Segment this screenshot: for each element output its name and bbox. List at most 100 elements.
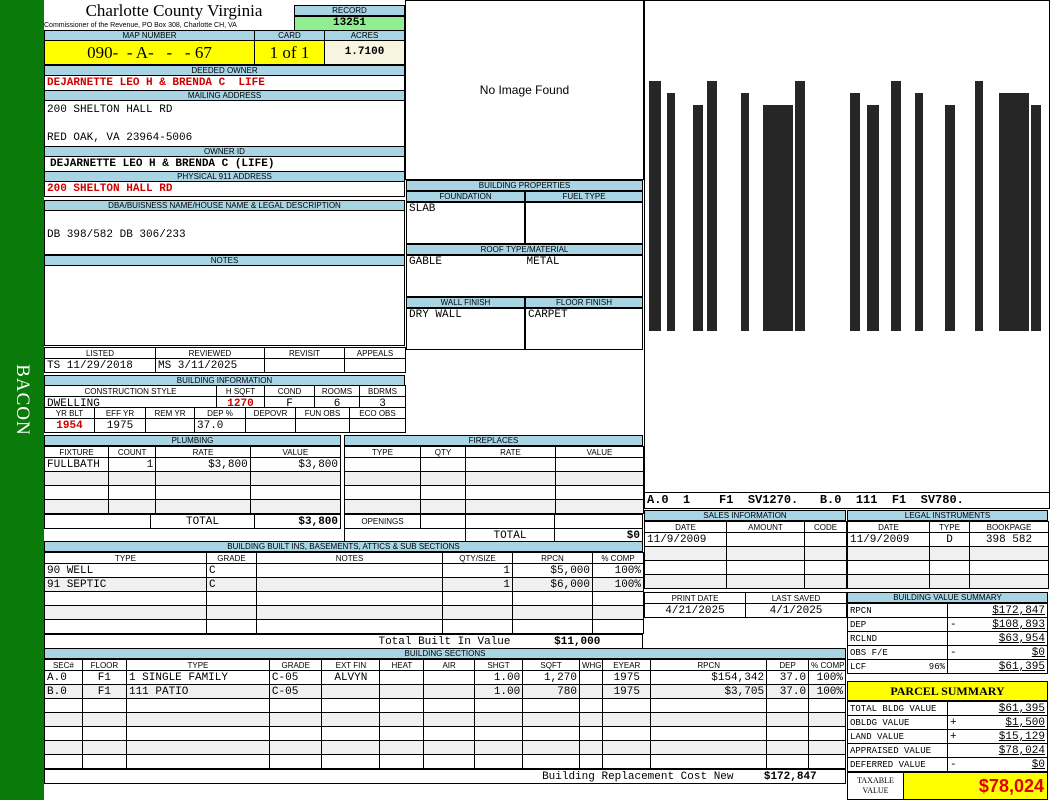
table-cell	[847, 574, 930, 589]
building-properties-title: BUILDING PROPERTIES	[406, 180, 643, 191]
summary-row: DEFERRED VALUE - $0	[847, 757, 1048, 772]
sketch-stroke	[741, 93, 749, 331]
table-row	[644, 574, 847, 589]
table-row: FULLBATH 1 $3,800 $3,800	[43, 457, 342, 472]
table-cell	[43, 471, 110, 486]
column-header: RPCN	[650, 659, 768, 671]
fuel-type-label: FUEL TYPE	[525, 191, 643, 202]
fireplaces-table: TYPE QTY RATE VALUE	[344, 446, 644, 514]
table-cell: 1	[108, 457, 157, 472]
column-header: EFF YR	[94, 407, 146, 419]
column-header: SEC#	[44, 659, 83, 671]
table-cell	[349, 418, 406, 433]
column-header: PRINT DATE	[644, 592, 746, 604]
column-header: BOOKPAGE	[969, 521, 1049, 533]
parcel-summary: PARCEL SUMMARY TOTAL BLDG VALUE $61,395 OB…	[847, 681, 1048, 800]
table-row	[344, 499, 644, 514]
parcel-summary-title: PARCEL SUMMARY	[847, 681, 1048, 701]
column-header: REVIEWED	[155, 347, 265, 359]
table-cell	[295, 418, 350, 433]
built-ins-total-label: Total Built In Value	[44, 634, 513, 649]
table-row	[44, 726, 846, 741]
table-cell	[423, 670, 475, 685]
table-cell	[726, 560, 805, 575]
table-cell	[473, 726, 524, 741]
table-cell	[420, 471, 466, 486]
table-cell	[555, 457, 644, 472]
sketch-stroke	[763, 105, 793, 331]
table-cell	[847, 546, 930, 561]
table-cell	[522, 712, 580, 727]
table-row	[44, 605, 644, 620]
table-cell	[929, 574, 970, 589]
column-header: COUNT	[108, 446, 157, 458]
building-sections-table: SEC# FLOOR TYPE GRADE EXT FIN HEAT AIR SHGT SQFT…	[44, 659, 846, 769]
sidebar: BACON	[0, 0, 44, 800]
column-header: DEPOVR	[245, 407, 296, 419]
table-cell	[808, 726, 846, 741]
table-row	[344, 457, 644, 472]
table-cell	[344, 499, 421, 514]
table-cell	[108, 471, 157, 486]
table-cell: 1,270	[522, 670, 580, 685]
summary-sign: -	[950, 618, 957, 631]
acres-value: 1.7100	[324, 40, 405, 65]
table-cell: A.0	[44, 670, 83, 685]
table-cell: C-05	[268, 670, 323, 685]
table-cell	[644, 546, 727, 561]
table-cell	[522, 698, 580, 713]
table-cell	[155, 485, 251, 500]
table-cell: 37.0	[766, 684, 810, 699]
table-cell	[726, 532, 805, 547]
plumbing-total: $3,800	[254, 514, 341, 529]
table-cell	[804, 574, 847, 589]
table-cell: B.0	[44, 684, 83, 699]
table-cell: 1975	[602, 670, 652, 685]
table-cell	[44, 605, 207, 620]
table-cell: D	[929, 532, 970, 547]
table-row	[847, 574, 1049, 589]
column-header: GRADE	[206, 552, 257, 564]
notes	[44, 265, 405, 346]
built-ins-section: BUILDING BUILT INS, BASEMENTS, ATTICS & …	[44, 541, 644, 649]
table-cell	[808, 754, 846, 769]
summary-row: DEP - $108,893	[847, 617, 1048, 632]
table-cell: $154,342	[650, 670, 768, 685]
table-row	[847, 560, 1049, 575]
table-cell: ALVYN	[321, 670, 381, 685]
summary-value: $172,847	[992, 604, 1045, 617]
table-cell: 111 PATIO	[125, 684, 270, 699]
header: Charlotte County Virginia Commissioner o…	[44, 0, 294, 30]
table-cell	[644, 574, 727, 589]
table-cell	[473, 754, 524, 769]
table-cell	[578, 698, 604, 713]
summary-label: RCLND	[850, 633, 878, 644]
table-row	[44, 712, 846, 727]
table-cell	[155, 471, 251, 486]
table-cell	[321, 684, 381, 699]
table-cell	[650, 754, 768, 769]
table-row	[644, 546, 847, 561]
column-header: RPCN	[512, 552, 593, 564]
record-number: 13251	[294, 16, 405, 31]
column-header: COND	[264, 385, 315, 397]
summary-label: LAND VALUE	[847, 729, 948, 744]
table-cell	[423, 712, 475, 727]
table-cell	[268, 698, 323, 713]
table-cell	[465, 499, 556, 514]
fireplaces-section: FIREPLACES TYPE QTY RATE VALUE OPENINGS TOT…	[344, 435, 644, 543]
openings-label: OPENINGS	[344, 514, 421, 529]
table-cell	[379, 698, 425, 713]
table-cell	[555, 499, 644, 514]
table-cell	[766, 698, 810, 713]
wall-finish-label: WALL FINISH	[406, 297, 525, 308]
table-cell: $6,000	[512, 577, 593, 592]
table-cell: $3,800	[249, 457, 342, 472]
table-row: 91 SEPTIC C 1 $6,000 100%	[44, 577, 644, 592]
wall-finish-value: DRY WALL	[406, 308, 525, 350]
table-cell	[766, 726, 810, 741]
column-header: H SQFT	[216, 385, 265, 397]
table-cell: C-05	[268, 684, 323, 699]
table-cell	[44, 712, 83, 727]
table-cell	[108, 485, 157, 500]
